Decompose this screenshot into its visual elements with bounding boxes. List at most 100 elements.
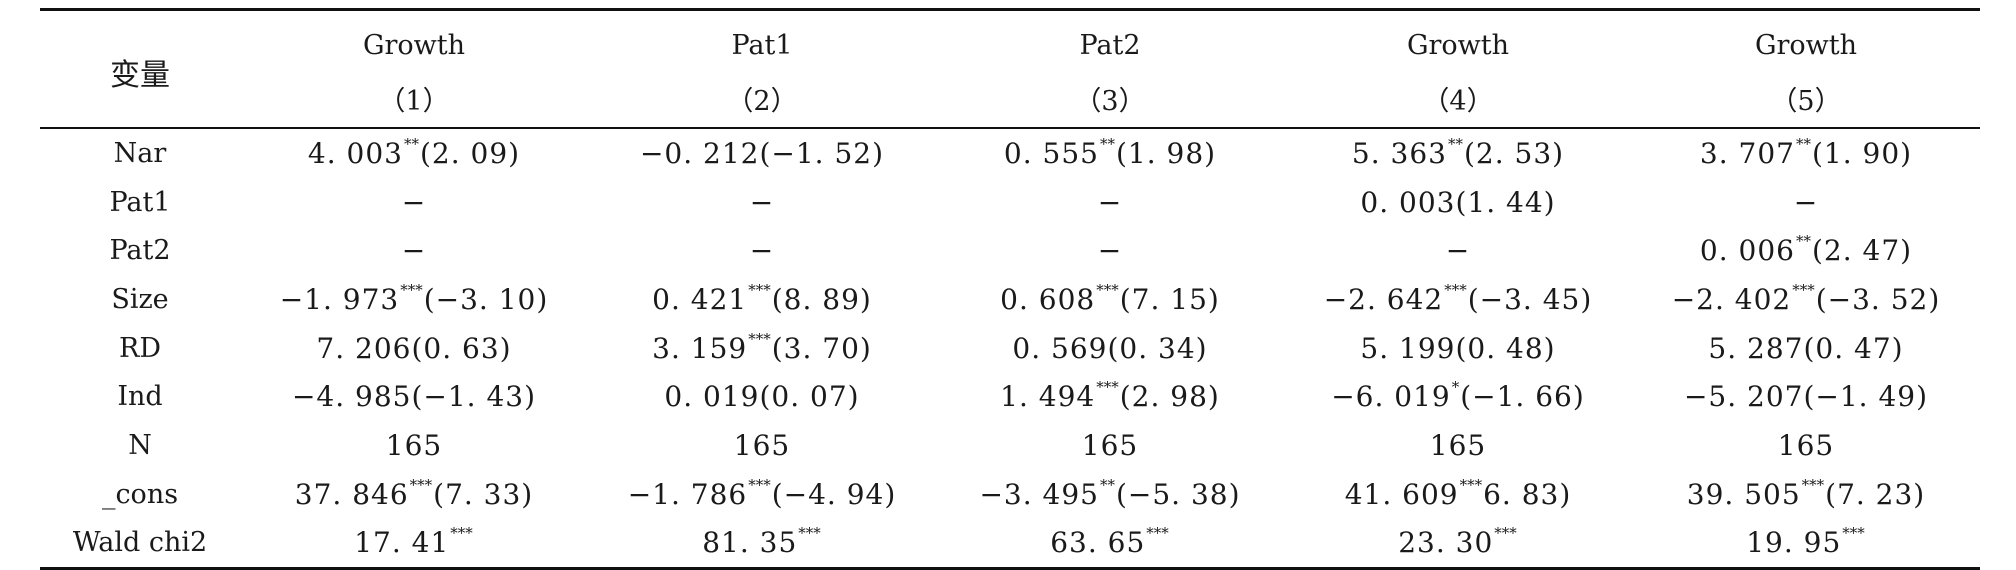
column-name: Pat1 bbox=[588, 8, 936, 73]
table-body: Nar 4. 003**(2. 09) −0. 212(−1. 52) 0. 555*… bbox=[40, 128, 1980, 570]
table-cell: −2. 402***(−3. 52) bbox=[1632, 275, 1980, 324]
t-statistic: (7. 15) bbox=[1119, 282, 1220, 316]
significance-stars: *** bbox=[400, 280, 423, 299]
coefficient: −1. 786 bbox=[627, 477, 748, 511]
coefficient: 0. 006 bbox=[1699, 234, 1795, 268]
table-cell: 17. 41*** bbox=[240, 518, 588, 570]
t-statistic: (0. 63) bbox=[411, 331, 512, 365]
coefficient: −1. 973 bbox=[279, 282, 400, 316]
column-name: Pat2 bbox=[936, 8, 1284, 73]
significance-stars: *** bbox=[748, 329, 771, 348]
table-cell: −4. 985(−1. 43) bbox=[240, 372, 588, 421]
table-cell: 23. 30*** bbox=[1284, 518, 1632, 570]
table-cell: − bbox=[588, 178, 936, 227]
t-statistic: (1. 44) bbox=[1455, 185, 1556, 219]
table-cell: 3. 159***(3. 70) bbox=[588, 324, 936, 373]
coefficient: −2. 402 bbox=[1671, 282, 1792, 316]
row-label: Nar bbox=[113, 137, 167, 169]
row-label: Size bbox=[111, 283, 169, 315]
table-cell: 5. 199(0. 48) bbox=[1284, 324, 1632, 373]
coefficient: 1. 494 bbox=[1000, 380, 1096, 414]
column-number: （4） bbox=[1284, 73, 1632, 129]
table-cell: 0. 608***(7. 15) bbox=[936, 275, 1284, 324]
row-label: Wald chi2 bbox=[40, 518, 240, 570]
t-statistic: (−1. 43) bbox=[411, 380, 537, 414]
significance-stars: ** bbox=[1795, 232, 1811, 251]
coefficient: 0. 569 bbox=[1012, 331, 1108, 365]
coefficient: 7. 206 bbox=[316, 331, 412, 365]
t-statistic: (0. 34) bbox=[1107, 331, 1208, 365]
t-statistic: (7. 33) bbox=[433, 477, 534, 511]
column-number: （5） bbox=[1632, 73, 1980, 129]
table-cell: − bbox=[240, 226, 588, 275]
table-row: Ind −4. 985(−1. 43) 0. 019(0. 07) 1. 494***… bbox=[40, 372, 1980, 421]
table-cell: − bbox=[936, 178, 1284, 227]
table-cell: 19. 95*** bbox=[1632, 518, 1980, 570]
table-cell: 0. 421***(8. 89) bbox=[588, 275, 936, 324]
row-label: _cons bbox=[101, 478, 179, 510]
table-cell: 5. 363**(2. 53) bbox=[1284, 128, 1632, 178]
coefficient: 19. 95 bbox=[1746, 526, 1842, 560]
coefficient: − bbox=[401, 234, 427, 268]
table-header: 变量 Growth Pat1 Pat2 Growth Growth （1） （2… bbox=[40, 8, 1980, 129]
table-cell: 39. 505***(7. 23) bbox=[1632, 470, 1980, 519]
significance-stars: ** bbox=[1099, 134, 1115, 153]
coefficient: − bbox=[749, 234, 775, 268]
coefficient: − bbox=[401, 185, 427, 219]
significance-stars: ** bbox=[1447, 134, 1463, 153]
table-row: Wald chi2 17. 41*** 81. 35*** 63. 65*** 23. … bbox=[40, 518, 1980, 570]
coefficient: 3. 707 bbox=[1699, 136, 1795, 170]
t-statistic: (0. 47) bbox=[1803, 331, 1904, 365]
column-name: Growth bbox=[1632, 8, 1980, 73]
table-cell: 7. 206(0. 63) bbox=[240, 324, 588, 373]
table-cell: 165 bbox=[1284, 421, 1632, 470]
coefficient: 81. 35 bbox=[702, 526, 798, 560]
table-row: N 165 165 165 165 165 bbox=[40, 421, 1980, 470]
significance-stars: ** bbox=[1795, 134, 1811, 153]
significance-stars: *** bbox=[1459, 475, 1483, 494]
row-label: Pat1 bbox=[109, 186, 171, 218]
t-statistic: (−3. 52) bbox=[1815, 282, 1941, 316]
t-statistic: (0. 48) bbox=[1455, 331, 1556, 365]
significance-stars: *** bbox=[1792, 280, 1815, 299]
coefficient: 5. 199 bbox=[1360, 331, 1456, 365]
table-row: Size −1. 973***(−3. 10) 0. 421***(8. 89) 0.… bbox=[40, 275, 1980, 324]
row-label: Pat2 bbox=[109, 235, 171, 267]
row-label: Ind bbox=[117, 381, 163, 413]
coefficient: − bbox=[1097, 234, 1123, 268]
t-statistic: (2. 98) bbox=[1119, 380, 1220, 414]
table-cell: 0. 019(0. 07) bbox=[588, 372, 936, 421]
t-statistic: (−1. 52) bbox=[759, 136, 885, 170]
coefficient: −4. 985 bbox=[291, 380, 412, 414]
coefficient: 3. 159 bbox=[652, 331, 748, 365]
table-cell: 81. 35*** bbox=[588, 518, 936, 570]
coefficient: −0. 212 bbox=[639, 136, 760, 170]
coefficient: −2. 642 bbox=[1323, 282, 1444, 316]
table-cell: 165 bbox=[588, 421, 936, 470]
table-cell: 41. 609***6. 83) bbox=[1284, 470, 1632, 519]
row-label: N bbox=[128, 429, 152, 461]
row-label: RD bbox=[119, 332, 161, 364]
coefficient: 41. 609 bbox=[1344, 477, 1459, 511]
table-cell: 5. 287(0. 47) bbox=[1632, 324, 1980, 373]
coefficient: 0. 608 bbox=[1000, 282, 1096, 316]
t-statistic: (−3. 10) bbox=[423, 282, 549, 316]
t-statistic: (1. 98) bbox=[1115, 136, 1217, 170]
table-cell: −3. 495**(−5. 38) bbox=[936, 470, 1284, 519]
table-cell: 0. 003(1. 44) bbox=[1284, 178, 1632, 227]
coefficient: − bbox=[1445, 234, 1471, 268]
coefficient: 0. 555 bbox=[1003, 136, 1099, 170]
coefficient: 165 bbox=[385, 428, 443, 462]
coefficient: 0. 003 bbox=[1360, 185, 1456, 219]
coefficient: −6. 019 bbox=[1331, 380, 1451, 414]
table-cell: 0. 006**(2. 47) bbox=[1632, 226, 1980, 275]
header-row-names: 变量 Growth Pat1 Pat2 Growth Growth bbox=[40, 8, 1980, 129]
table-cell: 4. 003**(2. 09) bbox=[240, 128, 588, 178]
variable-header: 变量 bbox=[40, 8, 240, 129]
significance-stars: *** bbox=[748, 475, 771, 494]
coefficient: − bbox=[1793, 185, 1819, 219]
t-statistic: (0. 07) bbox=[759, 380, 860, 414]
table-cell: 0. 569(0. 34) bbox=[936, 324, 1284, 373]
table-cell: 0. 555**(1. 98) bbox=[936, 128, 1284, 178]
coefficient: 63. 65 bbox=[1050, 526, 1146, 560]
